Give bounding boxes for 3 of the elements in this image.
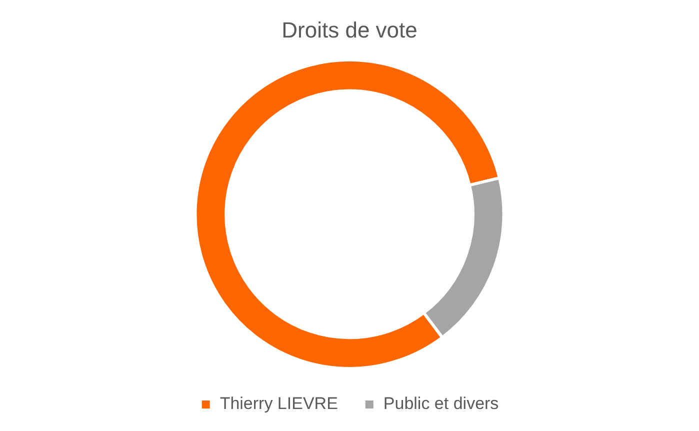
chart-title: Droits de vote [282,17,418,42]
legend-label: Thierry LIEVRE [220,394,338,414]
legend-label: Public et divers [383,394,499,414]
